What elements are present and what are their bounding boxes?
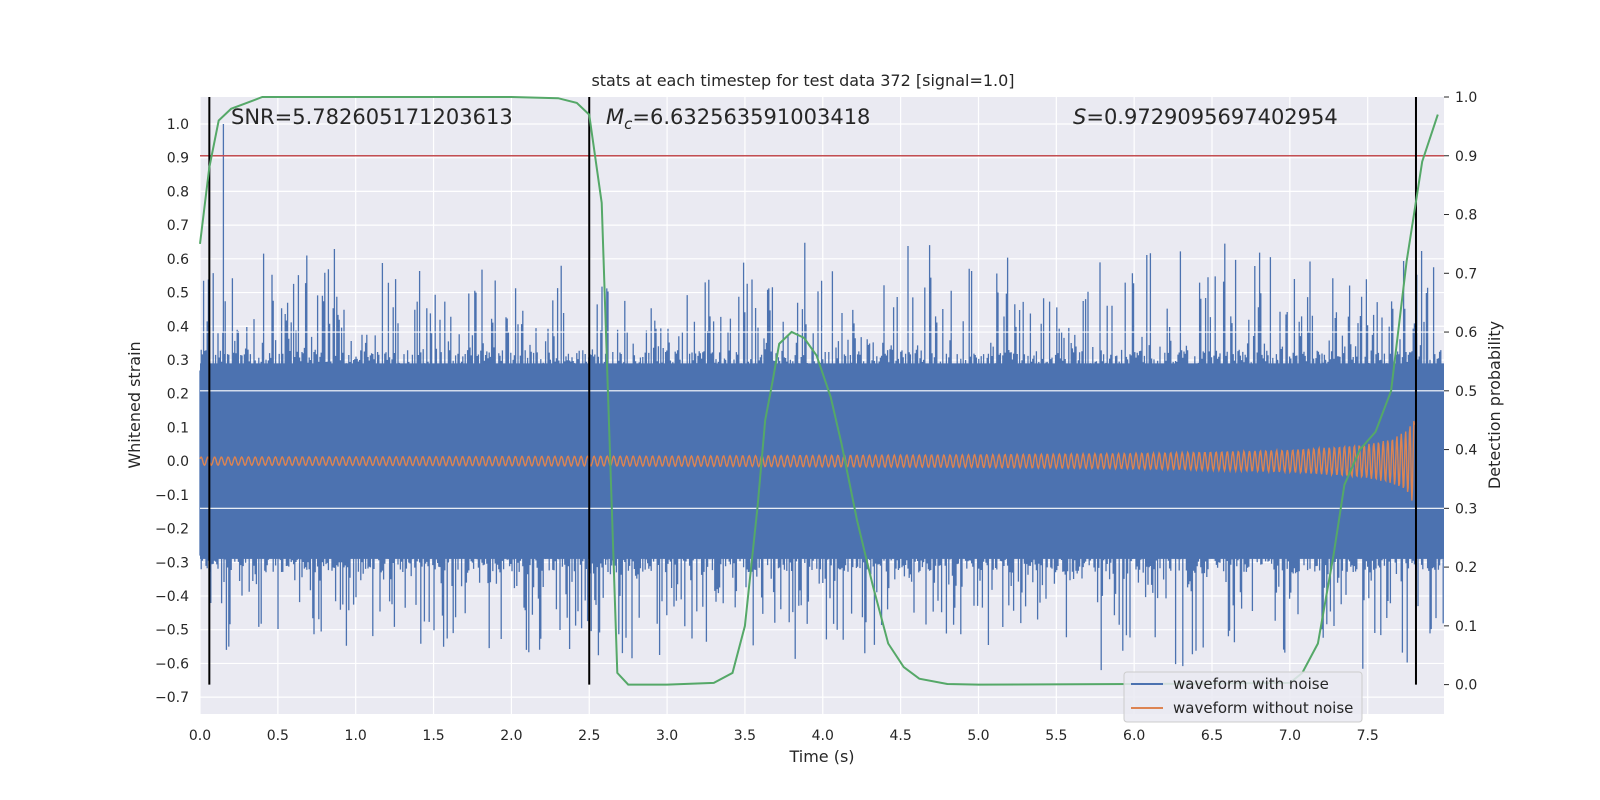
y-tick-label: 0.7: [167, 218, 189, 234]
snr-annotation: SNR=5.782605171203613: [231, 105, 513, 129]
x-tick-label: 1.0: [345, 728, 367, 744]
y-tick-label: −0.4: [155, 589, 189, 605]
y2-tick-label: 0.0: [1455, 678, 1477, 694]
y2-tick-label: 0.7: [1455, 266, 1477, 282]
y2-tick-label: 0.4: [1455, 443, 1477, 459]
legend-label-signal: waveform without noise: [1173, 699, 1353, 717]
y2-tick-label: 0.1: [1455, 619, 1477, 635]
x-tick-label: 7.0: [1279, 728, 1301, 744]
y2-tick-label: 1.0: [1455, 90, 1477, 106]
y-tick-label: 0.3: [167, 353, 189, 369]
score-annotation: S=0.9729095697402954: [1073, 105, 1338, 129]
y-tick-label: 0.8: [167, 184, 189, 200]
y-tick-label: 0.6: [167, 252, 189, 268]
legend-label-noise: waveform with noise: [1173, 675, 1329, 693]
signal-waveform-trace: [199, 420, 1416, 501]
y-tick-label: 0.9: [167, 151, 189, 167]
signal-waveform: [199, 420, 1416, 501]
y-tick-label: −0.5: [155, 623, 189, 639]
x-tick-label: 2.5: [578, 728, 600, 744]
y-tick-label: −0.2: [155, 522, 189, 538]
y-tick-label: −0.1: [155, 488, 189, 504]
y-tick-label: −0.3: [155, 555, 189, 571]
y-axis-ticks: 1.0 0.9 0.8 0.7 0.6 0.5 0.4 0.3 0.2 0.1 0.0 −0.1 −0.…: [155, 117, 189, 706]
x-tick-label: 6.5: [1201, 728, 1223, 744]
y-tick-label: 0.0: [167, 454, 189, 470]
x-tick-label: 4.5: [889, 728, 911, 744]
x-axis-label: Time (s): [788, 747, 854, 766]
x-tick-label: 7.5: [1357, 728, 1379, 744]
noise-waveform-core: [200, 363, 1444, 559]
y2-axis-label: Detection probability: [1485, 321, 1504, 489]
detection-probability-line: [199, 96, 1439, 686]
legend: waveform with noise waveform without noi…: [1123, 671, 1363, 723]
y2-tick-label: 0.3: [1455, 501, 1477, 517]
x-tick-label: 3.5: [734, 728, 756, 744]
y2-tick-label: 0.5: [1455, 384, 1477, 400]
y2-tick-label: 0.6: [1455, 325, 1477, 341]
y-tick-label: 0.4: [167, 319, 189, 335]
x-tick-label: 6.0: [1123, 728, 1145, 744]
y-tick-label: 0.1: [167, 420, 189, 436]
y-tick-label: 0.2: [167, 387, 189, 403]
x-tick-label: 5.5: [1045, 728, 1067, 744]
x-tick-label: 5.0: [967, 728, 989, 744]
y2-tick-label: 0.8: [1455, 208, 1477, 224]
y2-axis-ticks: 1.0 0.9 0.8 0.7 0.6 0.5 0.4 0.3 0.2 0.1 0.0: [1444, 90, 1477, 694]
x-tick-label: 0.5: [267, 728, 289, 744]
y-tick-label: 0.5: [167, 286, 189, 302]
y-tick-label: −0.7: [155, 690, 189, 706]
x-tick-label: 1.5: [422, 728, 444, 744]
chirp-mass-annotation: Mc=6.632563591003418: [606, 105, 870, 133]
chart-title: stats at each timestep for test data 372…: [591, 71, 1014, 90]
x-tick-label: 4.0: [812, 728, 834, 744]
vertical-markers: [208, 97, 1417, 685]
legend-box: [1123, 671, 1363, 723]
x-tick-label: 0.0: [189, 728, 211, 744]
x-tick-label: 3.0: [656, 728, 678, 744]
y2-tick-label: 0.9: [1455, 149, 1477, 165]
y2-tick-label: 0.2: [1455, 560, 1477, 576]
probability-gridlines: [200, 331, 1444, 509]
y-tick-label: −0.6: [155, 656, 189, 672]
x-axis-ticks: 0.0 0.5 1.0 1.5 2.0 2.5 3.0 3.5 4.0 4.5 5.0 5.5 6.0 6…: [189, 728, 1379, 744]
x-tick-label: 2.0: [500, 728, 522, 744]
y-tick-label: 1.0: [167, 117, 189, 133]
y-axis-label: Whitened strain: [125, 341, 144, 468]
